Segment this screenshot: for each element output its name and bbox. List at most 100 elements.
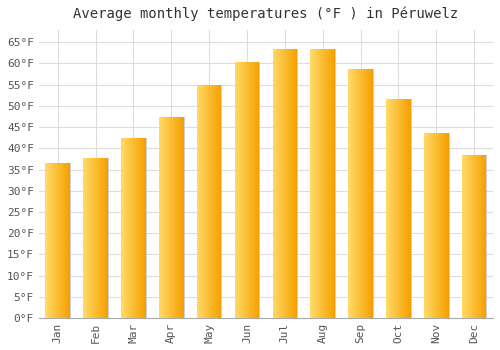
Bar — [387, 99, 388, 318]
Bar — [106, 158, 107, 318]
Bar — [466, 155, 468, 318]
Bar — [93, 158, 94, 318]
Bar — [289, 49, 290, 318]
Bar — [121, 138, 122, 318]
Bar — [433, 133, 434, 318]
Bar — [274, 49, 275, 318]
Bar — [211, 85, 212, 318]
Bar — [92, 158, 93, 318]
Bar — [465, 155, 466, 318]
Bar — [139, 138, 140, 318]
Bar — [215, 85, 216, 318]
Bar — [126, 138, 127, 318]
Bar — [462, 155, 464, 318]
Bar — [219, 85, 220, 318]
Bar — [317, 49, 318, 318]
Bar — [218, 85, 219, 318]
Bar — [204, 85, 205, 318]
Bar — [285, 49, 286, 318]
Bar — [354, 69, 355, 318]
Bar — [469, 155, 470, 318]
Bar — [402, 99, 404, 318]
Bar — [99, 158, 100, 318]
Bar — [164, 117, 166, 318]
Bar — [325, 49, 326, 318]
Bar — [370, 69, 371, 318]
Bar — [89, 158, 90, 318]
Bar — [438, 133, 440, 318]
Bar — [358, 69, 359, 318]
Bar — [60, 163, 61, 318]
Bar — [122, 138, 123, 318]
Bar — [53, 163, 54, 318]
Bar — [276, 49, 278, 318]
Bar — [214, 85, 215, 318]
Bar — [332, 49, 334, 318]
Bar — [282, 49, 283, 318]
Bar — [124, 138, 125, 318]
Bar — [288, 49, 289, 318]
Bar — [409, 99, 410, 318]
Bar — [102, 158, 103, 318]
Bar — [443, 133, 444, 318]
Bar — [212, 85, 214, 318]
Bar — [134, 138, 135, 318]
Bar — [316, 49, 317, 318]
Bar — [61, 163, 62, 318]
Bar — [367, 69, 368, 318]
Bar — [283, 49, 284, 318]
Bar — [475, 155, 476, 318]
Bar — [88, 158, 89, 318]
Bar — [90, 158, 92, 318]
Bar — [399, 99, 400, 318]
Bar — [247, 62, 248, 318]
Bar — [321, 49, 322, 318]
Bar — [210, 85, 211, 318]
Bar — [471, 155, 472, 318]
Bar — [441, 133, 442, 318]
Bar — [284, 49, 285, 318]
Bar — [131, 138, 132, 318]
Bar — [168, 117, 169, 318]
Bar — [398, 99, 399, 318]
Bar — [485, 155, 486, 318]
Bar — [135, 138, 136, 318]
Bar — [240, 62, 242, 318]
Bar — [256, 62, 257, 318]
Bar — [205, 85, 206, 318]
Bar — [96, 158, 97, 318]
Bar — [296, 49, 297, 318]
Bar — [159, 117, 160, 318]
Bar — [388, 99, 390, 318]
Bar — [201, 85, 202, 318]
Bar — [68, 163, 69, 318]
Bar — [386, 99, 387, 318]
Bar — [47, 163, 48, 318]
Bar — [359, 69, 360, 318]
Bar — [66, 163, 67, 318]
Bar — [258, 62, 260, 318]
Bar — [166, 117, 167, 318]
Bar — [437, 133, 438, 318]
Bar — [252, 62, 254, 318]
Bar — [326, 49, 327, 318]
Bar — [98, 158, 99, 318]
Bar — [476, 155, 478, 318]
Bar — [391, 99, 392, 318]
Bar — [239, 62, 240, 318]
Bar — [292, 49, 293, 318]
Bar — [334, 49, 335, 318]
Bar — [434, 133, 436, 318]
Bar — [472, 155, 474, 318]
Bar — [320, 49, 321, 318]
Bar — [330, 49, 331, 318]
Bar — [85, 158, 86, 318]
Bar — [484, 155, 485, 318]
Bar — [162, 117, 163, 318]
Bar — [444, 133, 446, 318]
Bar — [197, 85, 198, 318]
Bar — [174, 117, 176, 318]
Bar — [353, 69, 354, 318]
Bar — [220, 85, 222, 318]
Bar — [103, 158, 104, 318]
